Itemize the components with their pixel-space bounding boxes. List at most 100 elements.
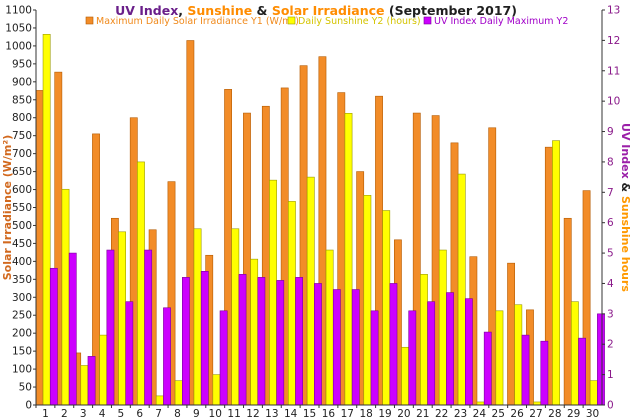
x-tick-label: 8 [174,408,181,419]
x-tick-label: 6 [136,408,143,419]
bar-sunshine-day-20 [401,346,409,406]
right-tick-label: 11 [607,65,620,77]
left-tick-label: 650 [12,166,32,178]
bar-uv-day-16 [332,289,341,406]
x-tick-label: 16 [322,408,336,419]
x-tick-label: 2 [61,408,68,419]
legend-swatch-uv [423,16,432,25]
bar-sunshine-day-30 [589,380,598,406]
bar-sunshine-day-16 [325,249,334,406]
bar-uv-day-21 [427,301,436,406]
right-tick-label: 1 [607,369,614,381]
bar-sunshine-day-9 [193,228,202,406]
bar-sunshine-day-14 [287,201,296,406]
bar-uv-day-23 [464,298,473,406]
x-tick-label: 14 [284,408,298,419]
bar-sunshine-day-17 [344,113,353,406]
bar-irradiance-day-26 [507,262,515,406]
x-tick-label: 27 [529,408,542,419]
x-tick-label: 21 [416,408,429,419]
bar-sunshine-day-18 [363,195,372,406]
right-tick-label: 4 [607,278,614,290]
bar-uv-day-22 [446,292,454,406]
left-tick-label: 0 [25,400,32,412]
bar-uv-day-24 [483,331,492,406]
left-tick-label: 750 [12,130,32,142]
title-uv-part: UV Index [115,3,178,18]
chart-legend: Maximum Daily Solar Irradiance Y1 (W/m²)… [85,16,568,27]
bar-sunshine-day-25 [495,310,504,406]
left-tick-label: 100 [12,364,32,376]
left-tick-label: 1100 [5,5,32,17]
x-tick-label: 25 [492,408,505,419]
left-tick-label: 1000 [5,40,32,52]
bar-uv-day-8 [182,277,190,406]
left-tick-label: 700 [12,148,32,160]
left-tick-label: 450 [12,238,32,250]
left-tick-label: 350 [12,274,32,286]
bar-uv-day-3 [87,356,96,406]
bar-uv-day-20 [408,310,417,406]
right-tick-label: 10 [607,96,620,108]
bar-sunshine-day-22 [438,249,447,406]
bar-sunshine-day-7 [155,395,164,406]
bar-sunshine-day-5 [118,231,126,406]
bar-sunshine-day-8 [174,380,183,406]
legend-label-sunshine: Daily Sunshine Y2 (hours) [298,16,421,27]
right-tick-label: 0 [607,400,614,412]
bar-uv-day-6 [144,249,153,406]
bar-uv-day-14 [295,277,303,406]
x-axis-ticks: 1 2 3 4 5 6 7 8 9 10 11 12 13 14 15 16 17 18 19 20 21 22 23 24 2… [35,405,599,419]
bar-sunshine-day-11 [231,228,240,406]
bar-uv-day-11 [238,274,247,406]
title-month-part: (September 2017) [385,3,517,18]
left-tick-label: 1050 [5,22,32,34]
title-sep-2: & [252,3,272,18]
x-tick-label: 29 [567,408,580,419]
bar-uv-day-12 [257,277,266,406]
bar-sunshine-day-21 [420,274,428,406]
x-tick-label: 12 [246,408,259,419]
bar-uv-day-1 [49,267,58,406]
left-tick-label: 950 [12,58,32,70]
bar-sunshine-day-29 [570,301,579,406]
bar-sunshine-day-2 [61,188,70,406]
bar-uv-day-27 [540,340,549,406]
right-tick-label: 8 [607,156,614,168]
bar-uv-day-13 [276,280,285,406]
bar-uv-day-7 [163,307,171,406]
left-tick-label: 200 [12,328,32,340]
right-tick-label: 2 [607,339,614,351]
legend-swatch-sunshine [287,16,296,25]
bar-uv-day-15 [314,283,322,406]
title-irradiance-part: Solar Irradiance [272,3,385,18]
right-tick-label: 5 [607,248,614,260]
y-axis-right-label: UV Index & Sunshine hours [619,123,632,292]
chart-bars [35,34,605,406]
chart-title: UV Index, Sunshine & Solar Irradiance (S… [115,3,517,18]
left-tick-label: 850 [12,94,32,106]
y-axis-left-label: Solar Irradiance (W/m²) [1,135,14,281]
title-sep-1: , [178,3,187,18]
bar-uv-day-26 [521,334,530,406]
bar-sunshine-day-28 [552,140,560,406]
bar-sunshine-day-23 [457,173,466,406]
left-tick-label: 550 [12,202,32,214]
bar-uv-day-10 [219,310,228,406]
left-tick-label: 300 [12,292,32,304]
right-tick-label: 3 [607,308,614,320]
bar-sunshine-day-4 [99,334,108,406]
bar-sunshine-day-26 [514,304,523,406]
bar-sunshine-day-3 [80,365,89,406]
bar-sunshine-day-15 [306,176,315,406]
bar-uv-day-29 [578,337,586,406]
legend-label-uv: UV Index Daily Maximum Y2 [434,16,568,27]
bar-uv-day-30 [597,313,605,406]
legend-label-irradiance: Maximum Daily Solar Irradiance Y1 (W/m²) [96,16,299,27]
x-tick-label: 5 [118,408,125,419]
left-tick-label: 50 [19,382,32,394]
x-tick-label: 1 [42,408,49,419]
